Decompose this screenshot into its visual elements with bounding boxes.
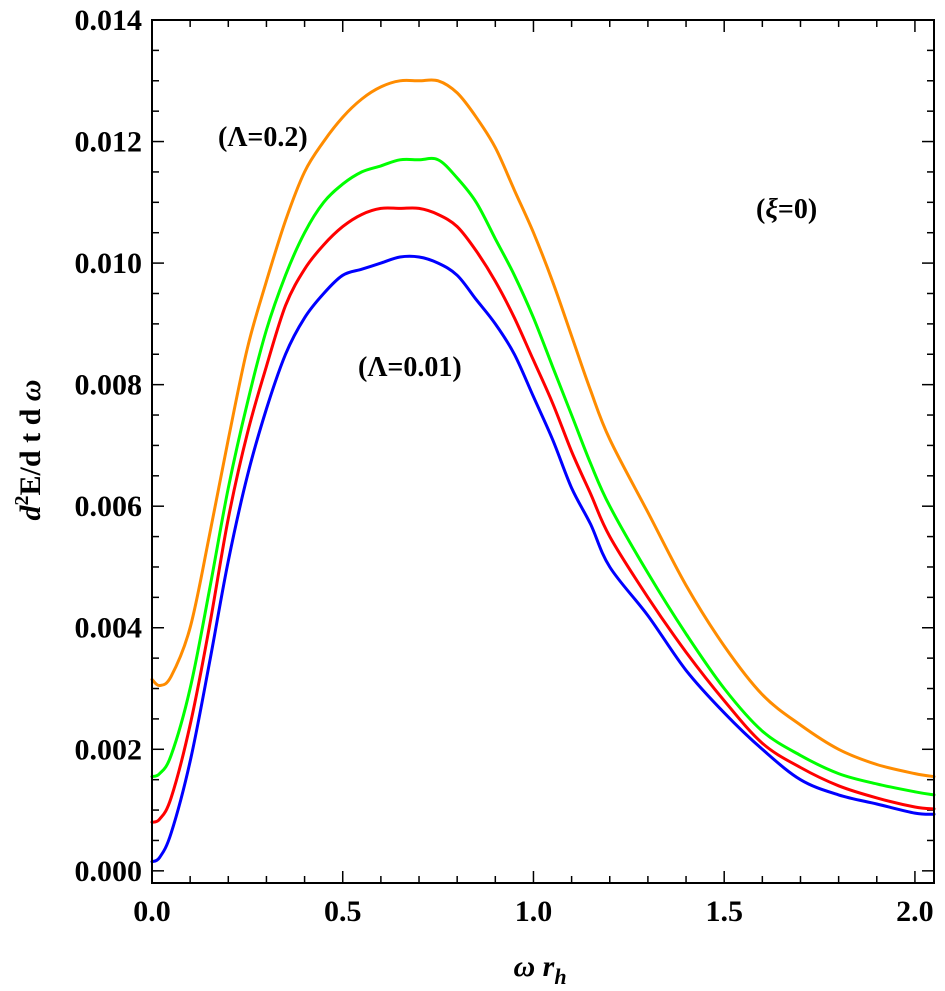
series-layer <box>150 78 936 864</box>
x-axis-title-sub: h <box>554 964 566 989</box>
series-line-3 <box>150 156 936 797</box>
annotation-xi: (ξ=0) <box>756 194 817 225</box>
x-tick-label: 0.0 <box>133 895 171 928</box>
x-tick-label: 0.5 <box>324 895 362 928</box>
series-line-4 <box>150 78 936 779</box>
y-tick-label: 0.012 <box>75 126 143 159</box>
series-line-1 <box>150 254 936 864</box>
y-axis-title-omega: ω <box>14 380 47 402</box>
x-axis-title: ω rh <box>513 950 566 989</box>
y-tick-label: 0.008 <box>75 369 143 402</box>
y-axis-title: d2E/d t d ω <box>11 380 47 521</box>
annotation-xi-symbol: ξ <box>765 194 778 225</box>
annotation-xi-open: ( <box>756 194 765 225</box>
y-axis-title-sup: 2 <box>11 495 33 505</box>
y-tick-label: 0.010 <box>75 247 143 280</box>
y-axis-title-d: d <box>14 504 47 520</box>
x-tick-label: 2.0 <box>896 895 934 928</box>
ticks-layer: 0.0 0.5 1.0 1.5 2.0 0.000 0.002 0.004 0.006 0.008… <box>75 4 934 928</box>
y-tick-label: 0.002 <box>75 733 143 766</box>
x-axis-title-main: ω r <box>513 950 554 983</box>
x-tick-label: 1.0 <box>515 895 553 928</box>
plot-frame <box>151 19 935 884</box>
y-axis-title-rest: E/d t d <box>14 401 47 495</box>
y-tick-label: 0.000 <box>75 855 143 888</box>
series-line-2 <box>150 206 936 824</box>
annotation-xi-rest: =0) <box>778 194 817 225</box>
y-tick-label: 0.004 <box>75 612 143 645</box>
x-tick-label: 1.5 <box>705 895 743 928</box>
annotation-lambda-bottom: (Λ=0.01) <box>358 352 462 383</box>
y-tick-label: 0.014 <box>75 4 143 37</box>
annotation-lambda-top: (Λ=0.2) <box>218 122 308 153</box>
y-tick-label: 0.006 <box>75 490 143 523</box>
